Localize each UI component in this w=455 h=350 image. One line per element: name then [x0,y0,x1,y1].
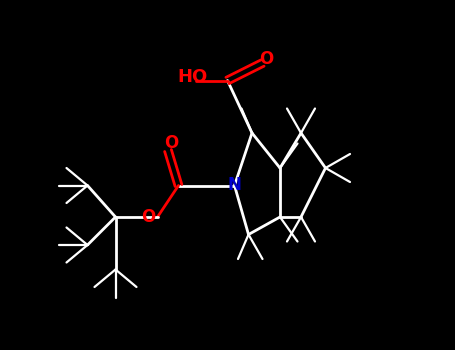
Text: O: O [142,208,156,226]
Text: O: O [164,134,179,153]
Text: N: N [228,176,242,195]
Text: HO: HO [177,68,207,86]
Text: O: O [259,50,273,69]
